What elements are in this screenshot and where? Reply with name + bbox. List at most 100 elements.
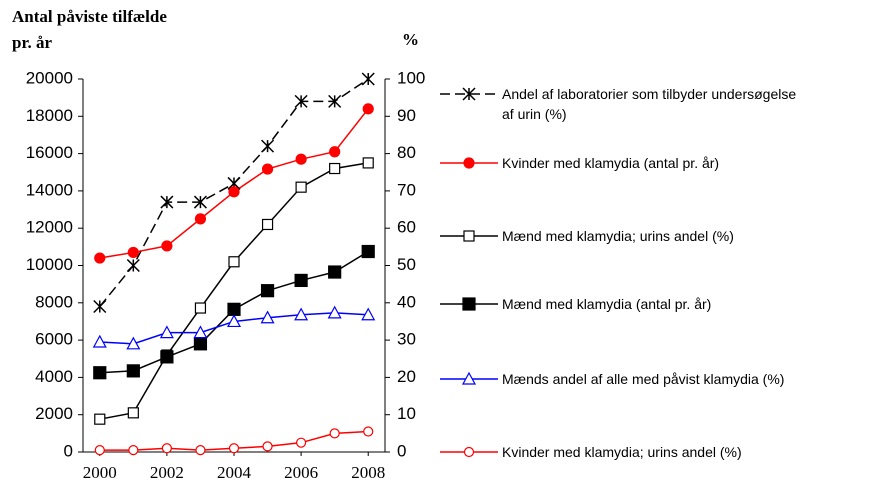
marker bbox=[361, 72, 375, 86]
y2-axis-title: % bbox=[402, 30, 419, 49]
marker bbox=[193, 195, 207, 209]
marker bbox=[294, 307, 309, 321]
legend-item: Mænd med klamydia; urins andel (%) bbox=[438, 226, 802, 246]
legend-label: Mænd med klamydia; urins andel (%) bbox=[502, 228, 734, 244]
legend-swatch bbox=[440, 157, 498, 169]
series-line bbox=[99, 162, 369, 420]
y-tick-label: 12000 bbox=[26, 218, 73, 237]
marker bbox=[159, 325, 174, 339]
marker bbox=[329, 428, 340, 439]
legend-item: Kvinder med klamydia; urins andel (%) bbox=[438, 442, 802, 462]
marker bbox=[195, 445, 206, 456]
marker bbox=[228, 443, 240, 454]
y2-tick-label: 90 bbox=[397, 106, 416, 125]
marker bbox=[226, 314, 242, 328]
x-tick-label: 2008 bbox=[351, 463, 385, 482]
marker bbox=[194, 302, 207, 314]
marker bbox=[362, 103, 374, 115]
marker bbox=[160, 350, 174, 364]
marker bbox=[126, 258, 140, 273]
marker bbox=[94, 413, 106, 425]
marker bbox=[260, 284, 275, 298]
marker bbox=[161, 443, 172, 454]
y2-tick-label: 70 bbox=[397, 180, 416, 199]
marker bbox=[227, 302, 241, 316]
y-tick-label: 4000 bbox=[35, 367, 73, 386]
marker bbox=[93, 299, 107, 314]
marker bbox=[329, 162, 341, 175]
y2-tick-label: 0 bbox=[397, 441, 406, 460]
marker bbox=[261, 139, 275, 153]
legend-label: Kvinder med klamydia (antal pr. år) bbox=[502, 155, 720, 171]
marker bbox=[92, 334, 107, 348]
x-tick-label: 2004 bbox=[217, 463, 252, 482]
marker bbox=[463, 157, 475, 169]
marker bbox=[462, 87, 476, 101]
legend-item: Kvinder med klamydia (antal pr. år) bbox=[438, 153, 802, 173]
marker bbox=[362, 157, 374, 169]
legend-label: Mænds andel af alle med påvist klamydia … bbox=[502, 371, 785, 387]
y-tick-label: 10000 bbox=[26, 255, 73, 274]
marker bbox=[228, 256, 240, 268]
marker bbox=[361, 307, 376, 321]
marker bbox=[194, 213, 207, 225]
marker bbox=[261, 218, 274, 231]
y-tick-label: 6000 bbox=[35, 330, 73, 349]
marker bbox=[327, 305, 342, 319]
y2-tick-label: 100 bbox=[397, 68, 425, 87]
legend-swatch bbox=[440, 297, 498, 311]
marker bbox=[294, 273, 308, 288]
marker bbox=[363, 426, 374, 437]
marker bbox=[261, 163, 274, 175]
legend-swatch bbox=[440, 87, 498, 101]
marker bbox=[126, 336, 141, 350]
marker bbox=[463, 230, 475, 242]
legend-item: Mænd med klamydia (antal pr. år) bbox=[438, 294, 802, 314]
marker bbox=[361, 244, 375, 259]
marker bbox=[160, 195, 174, 209]
marker bbox=[193, 337, 208, 351]
marker bbox=[93, 366, 107, 380]
y-tick-label: 14000 bbox=[26, 180, 73, 199]
y-tick-label: 2000 bbox=[35, 404, 73, 423]
marker bbox=[461, 371, 477, 385]
marker bbox=[262, 441, 273, 452]
marker bbox=[295, 153, 307, 165]
y2-tick-label: 60 bbox=[397, 218, 416, 237]
x-tick-label: 2006 bbox=[284, 463, 318, 482]
marker bbox=[128, 445, 139, 456]
marker bbox=[462, 297, 476, 311]
marker bbox=[127, 246, 139, 259]
legend-item: Mænds andel af alle med påvist klamydia … bbox=[438, 369, 802, 389]
marker bbox=[260, 310, 275, 324]
legend-label: Mænd med klamydia (antal pr. år) bbox=[502, 296, 712, 312]
marker bbox=[94, 445, 105, 456]
y2-tick-label: 80 bbox=[397, 143, 416, 162]
marker bbox=[228, 186, 240, 198]
y-tick-label: 20000 bbox=[26, 68, 73, 87]
y-tick-label: 16000 bbox=[26, 143, 73, 162]
legend-swatch bbox=[440, 446, 498, 458]
legend-swatch bbox=[440, 230, 498, 242]
legend-label: Kvinder med klamydia; urins andel (%) bbox=[502, 444, 742, 460]
marker bbox=[161, 240, 173, 252]
y-tick-label: 8000 bbox=[35, 292, 73, 311]
marker bbox=[127, 407, 139, 419]
y2-tick-label: 50 bbox=[397, 255, 416, 274]
marker bbox=[296, 437, 307, 448]
marker bbox=[94, 252, 106, 264]
marker bbox=[193, 325, 208, 339]
marker bbox=[126, 364, 140, 378]
legend-item: Andel af laboratorier som tilbyder under… bbox=[438, 84, 802, 124]
legend: Andel af laboratorier som tilbyder under… bbox=[438, 0, 875, 492]
marker bbox=[328, 265, 342, 279]
legend-label: Andel af laboratorier som tilbyder under… bbox=[502, 86, 797, 122]
y2-tick-label: 30 bbox=[397, 330, 416, 349]
y-tick-label: 18000 bbox=[26, 106, 73, 125]
marker bbox=[463, 446, 475, 458]
marker bbox=[329, 146, 341, 158]
marker bbox=[328, 94, 342, 108]
y2-tick-label: 10 bbox=[397, 404, 416, 423]
